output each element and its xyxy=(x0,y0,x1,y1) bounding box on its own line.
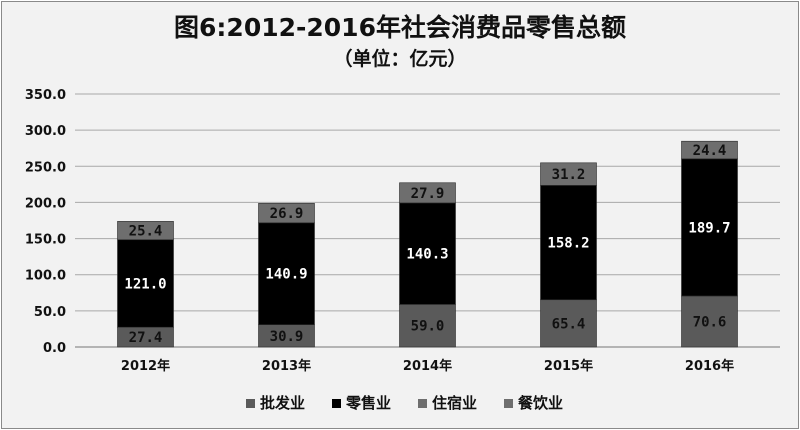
legend-swatch xyxy=(418,399,427,408)
y-tick-label: 250.0 xyxy=(25,160,66,175)
legend-swatch xyxy=(332,399,341,408)
y-tick-label: 150.0 xyxy=(25,233,66,248)
x-category-label: 2015年 xyxy=(544,358,593,374)
y-tick-label: 300.0 xyxy=(25,124,66,139)
data-label: 27.4 xyxy=(129,330,163,346)
x-category-label: 2012年 xyxy=(121,358,170,374)
bar-segment xyxy=(540,185,597,301)
data-label: 26.9 xyxy=(270,206,304,222)
x-category-label: 2014年 xyxy=(403,358,452,374)
legend-swatch xyxy=(246,399,255,408)
y-tick-label: 200.0 xyxy=(25,196,66,211)
data-label: 31.2 xyxy=(552,167,586,183)
x-category-label: 2016年 xyxy=(685,358,734,374)
bar-segment xyxy=(399,304,456,348)
chart-subtitle: （单位：亿元） xyxy=(333,48,467,70)
legend-label: 餐饮业 xyxy=(518,394,563,412)
y-tick-label: 350.0 xyxy=(25,88,66,103)
bar-segment xyxy=(399,182,456,204)
bar-segment xyxy=(540,299,597,348)
data-label: 65.4 xyxy=(552,316,586,332)
data-label: 30.9 xyxy=(270,329,304,345)
legend-swatch xyxy=(504,399,513,408)
bar-segment xyxy=(681,158,738,297)
bar-segment xyxy=(117,239,174,328)
bar-segment xyxy=(681,140,738,160)
data-label: 27.9 xyxy=(411,186,445,202)
data-label: 70.6 xyxy=(693,314,727,330)
bar-segment xyxy=(681,295,738,348)
bar-segment xyxy=(540,162,597,186)
data-label: 25.4 xyxy=(129,224,163,240)
legend-label: 零售业 xyxy=(345,394,391,412)
legend-label: 住宿业 xyxy=(432,394,477,412)
data-label: 140.9 xyxy=(265,267,307,283)
chart-title: 图6:2012-2016年社会消费品零售总额 xyxy=(174,13,626,42)
data-label: 158.2 xyxy=(547,236,589,252)
data-label: 140.3 xyxy=(406,247,448,263)
data-label: 24.4 xyxy=(693,143,727,159)
data-label: 121.0 xyxy=(124,276,166,292)
bar-segment xyxy=(117,221,174,241)
y-tick-label: 50.0 xyxy=(34,305,66,320)
bar-segment xyxy=(399,202,456,305)
data-label: 189.7 xyxy=(688,220,730,236)
bar-segment xyxy=(258,222,315,325)
x-category-label: 2013年 xyxy=(262,358,311,374)
y-tick-label: 100.0 xyxy=(25,269,66,284)
y-tick-label: 0.0 xyxy=(43,341,66,356)
bar-segment xyxy=(258,203,315,224)
data-label: 59.0 xyxy=(411,319,445,335)
legend-label: 批发业 xyxy=(260,394,305,412)
